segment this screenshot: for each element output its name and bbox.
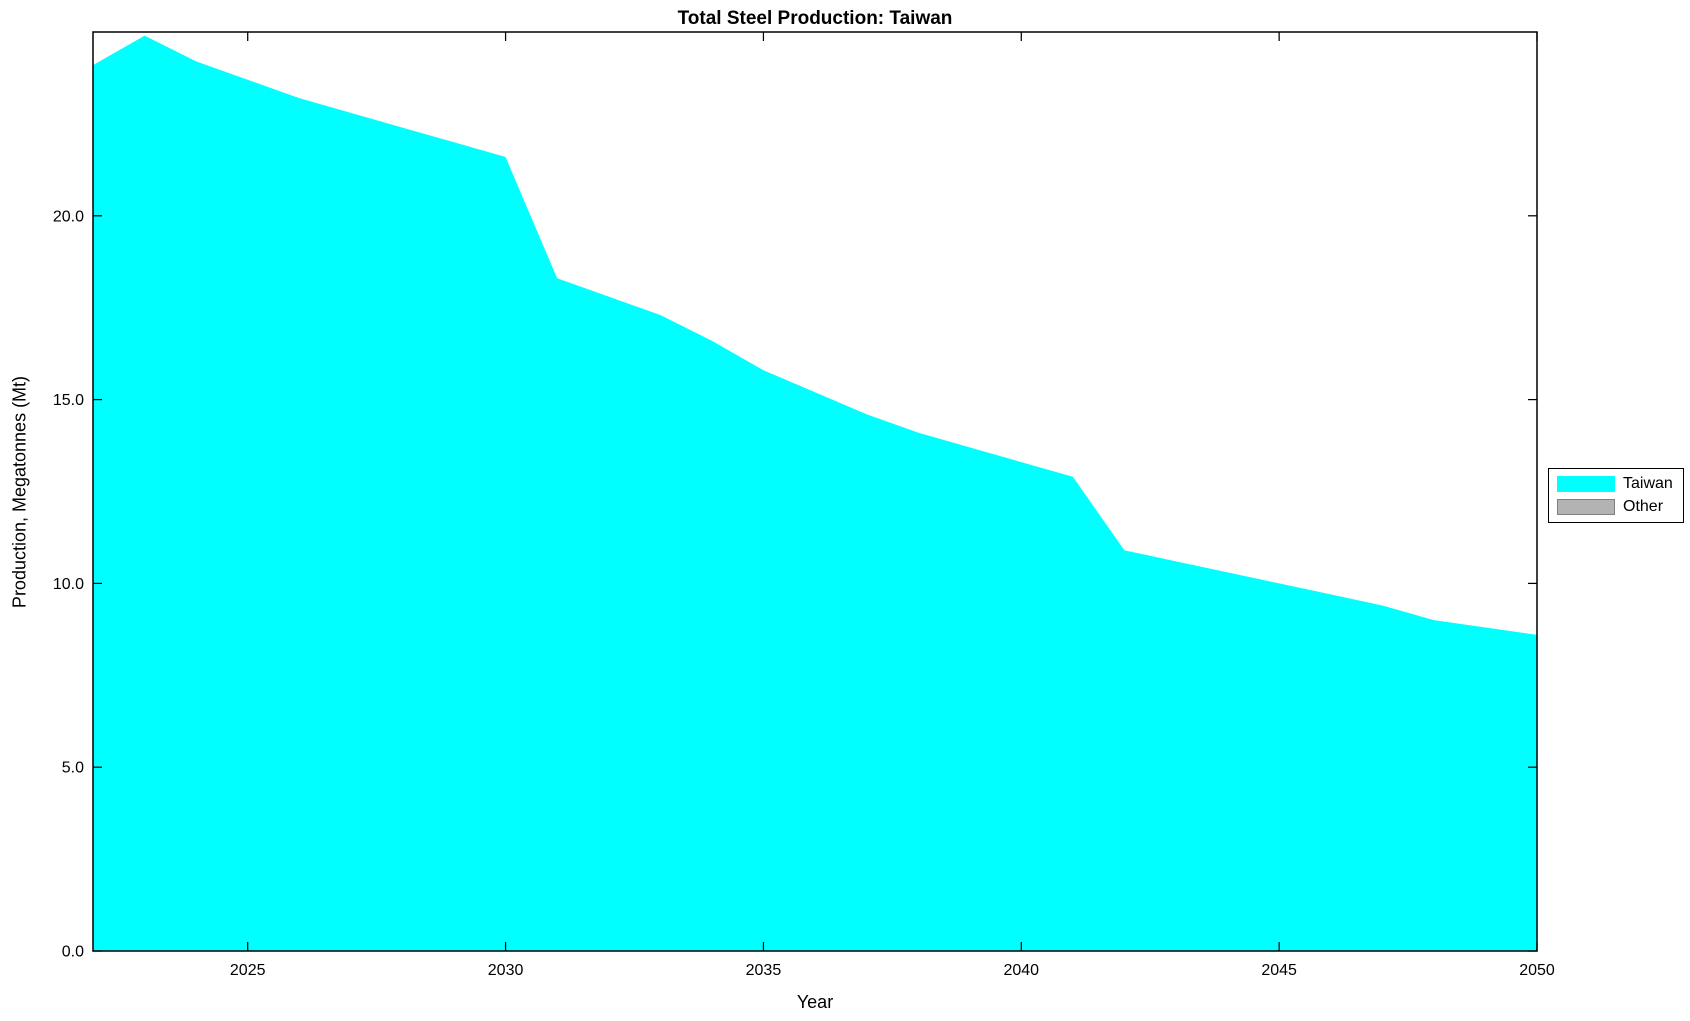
legend-swatch-other (1557, 499, 1615, 515)
y-tick-label: 15.0 (53, 392, 84, 409)
x-tick-label: 2035 (746, 962, 782, 979)
x-tick-label: 2045 (1261, 962, 1297, 979)
y-tick-label: 5.0 (62, 760, 84, 777)
legend-swatch-taiwan (1557, 476, 1615, 492)
x-tick-label: 2025 (230, 962, 266, 979)
area-series-taiwan (93, 35, 1537, 951)
y-tick-label: 10.0 (53, 576, 84, 593)
legend-label-other: Other (1623, 498, 1664, 515)
legend-item-taiwan: Taiwan (1557, 475, 1673, 493)
axis-box (92, 31, 1538, 952)
x-tick-label: 2050 (1519, 962, 1555, 979)
x-tick-label: 2040 (1003, 962, 1039, 979)
legend-label-taiwan: Taiwan (1623, 475, 1673, 492)
x-tick-label: 2030 (488, 962, 524, 979)
chart-title: Total Steel Production: Taiwan (677, 8, 953, 29)
x-axis-label: Year (796, 992, 834, 1012)
legend: Taiwan Other (1548, 468, 1684, 523)
y-tick-label: 0.0 (62, 944, 84, 961)
legend-item-other: Other (1557, 498, 1673, 516)
y-tick-label: 20.0 (53, 208, 84, 225)
